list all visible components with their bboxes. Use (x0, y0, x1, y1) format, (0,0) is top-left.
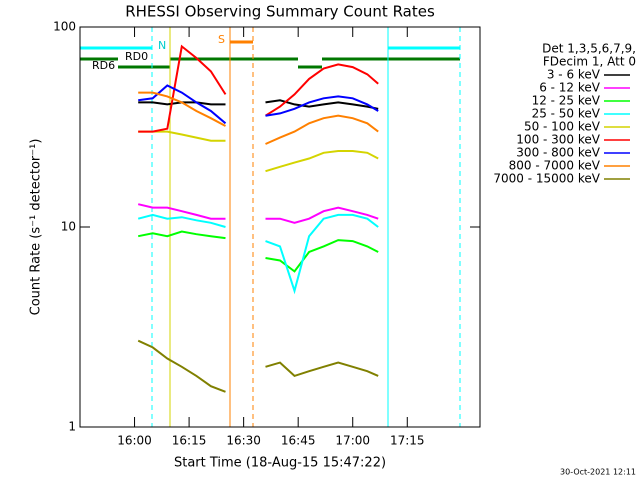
legend-label: 50 - 100 keV (524, 120, 601, 134)
series-line (138, 99, 379, 110)
series-line (138, 44, 379, 133)
annotation: N (158, 39, 166, 52)
series-line (138, 84, 379, 125)
annotation: RD0 (125, 50, 148, 63)
legend-label: 12 - 25 keV (532, 94, 601, 108)
x-tick-label: 16:00 (117, 434, 152, 448)
legend-label: 7000 - 15000 keV (493, 172, 600, 186)
chart-title: RHESSI Observing Summary Count Rates (125, 3, 435, 21)
legend-label: 300 - 800 keV (516, 146, 600, 160)
y-axis-label: Count Rate (s⁻¹ detector⁻¹) (29, 139, 44, 316)
series-line (138, 91, 379, 145)
series-line (137, 339, 379, 393)
y-tick-label: 100 (53, 20, 76, 34)
x-tick-label: 17:15 (390, 434, 425, 448)
legend-header: Det 1,3,5,6,7,9, (542, 42, 636, 56)
annotation: RD6 (92, 59, 115, 72)
legend-label: 800 - 7000 keV (509, 159, 601, 173)
legend-label: 100 - 300 keV (516, 133, 600, 147)
x-tick-label: 16:15 (172, 434, 207, 448)
y-tick-label: 10 (61, 220, 76, 234)
x-tick-label: 16:45 (281, 434, 316, 448)
series-line (138, 130, 379, 173)
legend-label: 25 - 50 keV (532, 107, 601, 121)
x-tick-label: 16:30 (226, 434, 261, 448)
x-tick-label: 17:00 (335, 434, 370, 448)
plot-frame (79, 26, 481, 428)
series-line (138, 230, 379, 273)
legend-label: 6 - 12 keV (539, 81, 601, 95)
legend-label: 3 - 6 keV (547, 68, 601, 82)
series-line (137, 203, 379, 224)
legend-header: FDecim 1, Att 0 (543, 55, 636, 69)
annotation: S (218, 33, 225, 46)
y-tick-label: 1 (68, 420, 76, 434)
footer: 30-Oct-2021 12:11 (560, 468, 636, 477)
series-line (137, 213, 379, 295)
x-axis-label: Start Time (18-Aug-15 15:47:22) (174, 456, 386, 471)
state-markers (80, 27, 461, 427)
